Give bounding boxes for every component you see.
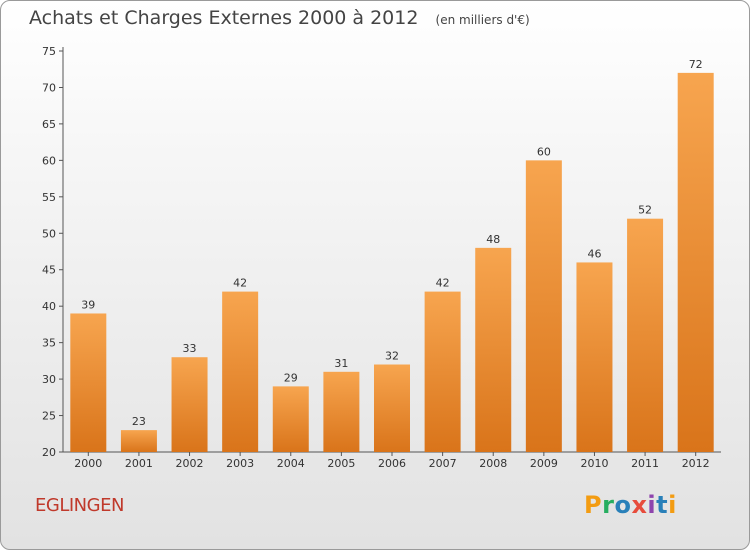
- bar-2004[interactable]: [272, 386, 309, 452]
- y-tick-label: 20: [42, 446, 56, 459]
- logo-letter: o: [614, 491, 632, 519]
- y-tick-label: 65: [42, 118, 56, 131]
- x-tick: 2000: [74, 452, 102, 470]
- bar-2001[interactable]: [120, 430, 157, 452]
- y-tick: 50: [42, 227, 63, 240]
- y-tick: 40: [42, 300, 63, 313]
- y-tick: 60: [42, 154, 63, 167]
- x-tick-label: 2009: [530, 457, 558, 470]
- bar-2002[interactable]: [171, 357, 208, 452]
- bar-value-label: 42: [436, 277, 450, 290]
- x-tick-label: 2008: [479, 457, 507, 470]
- x-tick: 2005: [327, 452, 355, 470]
- y-tick: 70: [42, 81, 63, 94]
- y-tick-label: 75: [42, 45, 56, 58]
- y-tick: 65: [42, 118, 63, 131]
- x-tick-label: 2003: [226, 457, 254, 470]
- bars: [70, 72, 714, 452]
- x-tick-label: 2005: [327, 457, 355, 470]
- x-tick: 2004: [277, 452, 305, 470]
- proxiti-logo[interactable]: Proxiti: [584, 491, 677, 519]
- x-tick: 2009: [530, 452, 558, 470]
- x-tick-label: 2007: [429, 457, 457, 470]
- y-tick: 30: [42, 373, 63, 386]
- y-tick-label: 25: [42, 410, 56, 423]
- bar-2006[interactable]: [374, 364, 410, 452]
- bar-value-label: 39: [81, 298, 95, 311]
- bar-value-label: 32: [385, 350, 399, 363]
- bar-value-labels: 39 23 33 42 29 31 32 42 48 60 46 52 72: [81, 58, 702, 428]
- logo-letter: x: [631, 491, 648, 519]
- y-tick: 25: [42, 410, 63, 423]
- y-tick-label: 40: [42, 300, 56, 313]
- x-tick: 2003: [226, 452, 254, 470]
- commune-name: EGLINGEN: [35, 495, 124, 516]
- logo-letter: t: [656, 491, 669, 519]
- x-tick-label: 2010: [580, 457, 608, 470]
- x-tick: 2002: [176, 452, 204, 470]
- logo-letter: r: [602, 491, 615, 519]
- y-tick-label: 30: [42, 373, 56, 386]
- x-tick: 2001: [125, 452, 153, 470]
- chart-unit: (en milliers d'€): [435, 13, 530, 27]
- y-tick: 35: [42, 337, 63, 350]
- bar-2000[interactable]: [70, 313, 107, 452]
- x-tick: 2012: [682, 452, 710, 470]
- x-tick-label: 2001: [125, 457, 153, 470]
- x-tick: 2008: [479, 452, 507, 470]
- y-tick-label: 70: [42, 81, 56, 94]
- logo-letter: i: [668, 491, 677, 519]
- y-tick: 55: [42, 191, 63, 204]
- logo-letter: P: [584, 491, 603, 519]
- y-tick-label: 35: [42, 337, 56, 350]
- chart-title-text: Achats et Charges Externes 2000 à 2012: [29, 7, 419, 29]
- logo-letter: i: [647, 491, 657, 519]
- bar-value-label: 60: [537, 145, 551, 158]
- bar-value-label: 72: [689, 58, 703, 71]
- bar-2007[interactable]: [424, 291, 461, 452]
- bar-value-label: 48: [486, 233, 500, 246]
- x-tick: 2006: [378, 452, 406, 470]
- x-tick: 2011: [631, 452, 659, 470]
- y-tick: 20: [42, 446, 63, 459]
- bar-2005[interactable]: [323, 371, 360, 452]
- y-tick: 75: [42, 45, 63, 58]
- bar-value-label: 42: [233, 277, 247, 290]
- y-tick-label: 50: [42, 227, 56, 240]
- y-tick: 45: [42, 264, 63, 277]
- x-tick-label: 2002: [176, 457, 204, 470]
- bar-2009[interactable]: [525, 160, 562, 452]
- bar-value-label: 52: [638, 204, 652, 217]
- bar-2003[interactable]: [222, 291, 259, 452]
- bar-2012[interactable]: [677, 72, 714, 452]
- x-tick-label: 2011: [631, 457, 659, 470]
- x-tick-label: 2012: [682, 457, 710, 470]
- x-tick-label: 2000: [74, 457, 102, 470]
- bar-value-label: 46: [587, 247, 601, 260]
- bar-2008[interactable]: [475, 247, 512, 452]
- x-tick-label: 2006: [378, 457, 406, 470]
- bar-value-label: 33: [183, 342, 197, 355]
- y-tick-label: 60: [42, 154, 56, 167]
- bar-value-label: 31: [334, 357, 348, 370]
- chart-title: Achats et Charges Externes 2000 à 2012 (…: [29, 7, 530, 29]
- bar-2011[interactable]: [627, 218, 664, 452]
- x-tick-label: 2004: [277, 457, 305, 470]
- x-tick: 2010: [580, 452, 608, 470]
- bar-value-label: 29: [284, 371, 298, 384]
- x-tick: 2007: [429, 452, 457, 470]
- y-tick-label: 45: [42, 264, 56, 277]
- bar-value-label: 23: [132, 415, 146, 428]
- bar-2010[interactable]: [576, 262, 613, 452]
- y-tick-label: 55: [42, 191, 56, 204]
